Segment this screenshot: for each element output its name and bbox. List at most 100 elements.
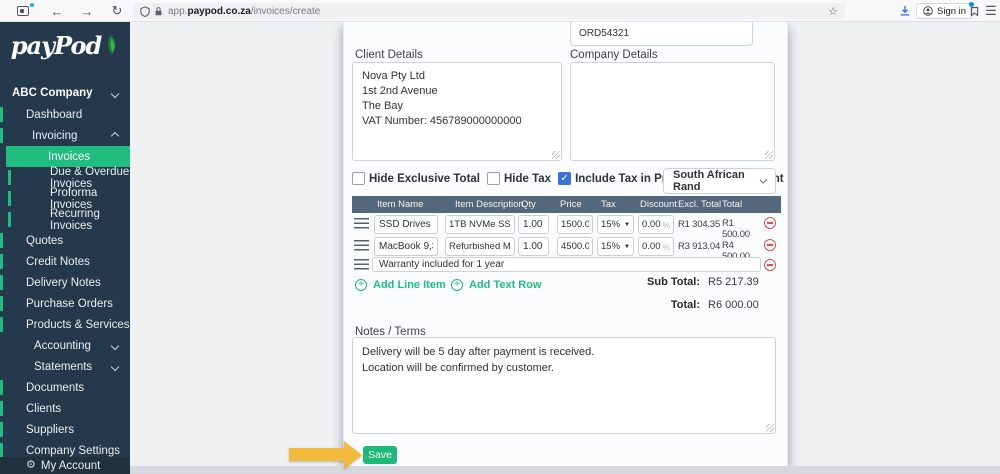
total-value: R1 500.00 <box>722 218 750 240</box>
sidebar: payPod ABC Company Dashboard Invoicing I… <box>0 22 130 474</box>
option-hide-tax: ✓ Hide Tax <box>487 172 551 185</box>
downloads-icon[interactable] <box>896 0 914 22</box>
sidebar-item-proforma-invoices[interactable]: Proforma Invoices <box>0 187 130 211</box>
sign-in-button[interactable]: Sign in <box>916 2 975 19</box>
drag-handle-icon[interactable] <box>354 218 369 231</box>
account-icon <box>923 6 933 16</box>
url-domain: paypod.co.za <box>187 5 251 17</box>
notification-dot <box>969 2 975 7</box>
sidebar-item-quotes[interactable]: Quotes <box>0 230 130 251</box>
price-input[interactable] <box>557 215 593 234</box>
leaf-icon <box>102 33 119 57</box>
sidebar-item-invoicing[interactable]: Invoicing <box>0 125 130 146</box>
drag-handle-icon[interactable] <box>354 259 369 272</box>
remove-row-icon[interactable] <box>764 259 776 271</box>
menu-icon[interactable]: ☰ <box>985 3 997 18</box>
sign-in-label: Sign in <box>937 5 967 17</box>
url-path: /invoices/create <box>250 5 321 17</box>
tax-select[interactable]: 15% ▼ <box>597 237 634 256</box>
remove-row-icon[interactable] <box>764 239 776 251</box>
app-logo[interactable]: payPod <box>0 26 130 64</box>
sidebar-item-recurring-invoices[interactable]: Recurring Invoices <box>0 208 130 232</box>
client-details-label: Client Details <box>355 49 423 61</box>
item-name-input[interactable] <box>374 215 438 234</box>
notes-terms-field: Delivery will be 5 day after payment is … <box>352 337 776 434</box>
sidebar-item-my-account[interactable]: ⚙ My Account <box>0 457 130 474</box>
back-icon[interactable]: ← <box>50 3 64 19</box>
company-selector[interactable]: ABC Company <box>0 84 130 102</box>
gear-icon: ⚙ <box>26 459 36 471</box>
sidebar-item-due-overdue-invoices[interactable]: Due & Overdue Invoices <box>0 166 130 190</box>
notification-dot <box>30 3 34 7</box>
url-text: app.paypod.co.za/invoices/create <box>168 6 320 17</box>
dropdown-arrow-icon: ▼ <box>624 221 630 228</box>
notes-terms-label: Notes / Terms <box>355 326 426 338</box>
currency-select[interactable]: South African Rand <box>663 168 776 194</box>
plus-circle-icon: + <box>355 279 367 291</box>
currency-value: South African Rand <box>673 169 745 193</box>
reload-icon[interactable]: ↻ <box>111 3 123 18</box>
sidebar-item-clients[interactable]: Clients <box>0 398 130 419</box>
forward-icon[interactable]: → <box>80 3 94 19</box>
add-line-item-button[interactable]: + Add Line Item <box>355 279 446 291</box>
sidebar-item-company-settings[interactable]: Company Settings <box>0 440 130 461</box>
sidebar-nav: Dashboard Invoicing Invoices Due & Overd… <box>0 104 130 474</box>
chevron-down-icon <box>110 362 120 372</box>
logo-text: payPod <box>10 30 102 60</box>
company-details-field <box>570 62 775 161</box>
sidebar-item-dashboard[interactable]: Dashboard <box>0 104 130 125</box>
sidebar-item-suppliers[interactable]: Suppliers <box>0 419 130 440</box>
sidebar-item-credit-notes[interactable]: Credit Notes <box>0 251 130 272</box>
option-include-tax-in-price: ✓ Include Tax in Price <box>558 172 682 185</box>
save-button[interactable]: Save <box>363 446 397 464</box>
add-text-row-button[interactable]: + Add Text Row <box>451 279 542 291</box>
total-label: Total: <box>670 299 700 311</box>
sidebar-item-documents[interactable]: Documents <box>0 377 130 398</box>
sidebar-item-statements[interactable]: Statements <box>0 356 130 377</box>
sidebar-item-products-services[interactable]: Products & Services <box>0 314 130 335</box>
notes-terms-textarea[interactable]: Delivery will be 5 day after payment is … <box>352 337 776 434</box>
company-name: ABC Company <box>12 87 93 99</box>
line-items-header: Item Name Item Description Qty Price Tax… <box>352 196 781 213</box>
company-details-label: Company Details <box>570 49 658 61</box>
price-input[interactable] <box>557 237 593 256</box>
drag-handle-icon[interactable] <box>354 240 369 253</box>
item-name-input[interactable] <box>374 237 438 256</box>
sidebar-item-delivery-notes[interactable]: Delivery Notes <box>0 272 130 293</box>
excl-total-value: R1 304.35 <box>678 219 721 230</box>
remove-row-icon[interactable] <box>764 217 776 229</box>
item-description-input[interactable] <box>445 215 515 234</box>
discount-input[interactable]: 0.00% <box>638 237 674 256</box>
chevron-down-icon <box>110 341 120 351</box>
include-tax-in-price-checkbox[interactable]: ✓ <box>558 172 572 185</box>
client-details-textarea[interactable]: Nova Pty Ltd 1st 2nd Avenue The Bay VAT … <box>352 62 562 161</box>
sub-total-label: Sub Total: <box>647 276 700 288</box>
chevron-down-icon <box>110 89 120 99</box>
item-description-input[interactable] <box>445 237 515 256</box>
text-row-input[interactable] <box>372 257 761 272</box>
client-details-field: Nova Pty Ltd 1st 2nd Avenue The Bay VAT … <box>352 62 562 161</box>
hide-tax-checkbox[interactable]: ✓ <box>487 172 500 185</box>
dropdown-arrow-icon: ▼ <box>624 243 630 250</box>
browser-toolbar: ← → ↻ app.paypod.co.za/invoices/create ☆… <box>0 0 1000 22</box>
qty-input[interactable] <box>518 237 549 256</box>
percent-suffix: % <box>662 219 670 230</box>
address-bar[interactable]: app.paypod.co.za/invoices/create ☆ <box>133 3 845 19</box>
company-details-textarea[interactable] <box>570 62 775 161</box>
tax-select[interactable]: 15% ▼ <box>597 215 634 234</box>
shield-icon[interactable] <box>140 5 150 17</box>
lock-icon[interactable] <box>154 6 163 17</box>
plus-circle-icon: + <box>451 279 463 291</box>
url-subdomain: app. <box>168 5 188 17</box>
bookmark-star-icon[interactable]: ☆ <box>828 5 838 18</box>
extensions-icon[interactable] <box>966 0 982 22</box>
option-hide-exclusive-total: ✓ Hide Exclusive Total <box>352 172 480 185</box>
sidebar-item-invoices[interactable]: Invoices <box>6 146 130 167</box>
order-reference-input[interactable] <box>570 20 753 46</box>
discount-input[interactable]: 0.00% <box>638 215 674 234</box>
qty-input[interactable] <box>518 215 549 234</box>
sidebar-item-accounting[interactable]: Accounting <box>0 335 130 356</box>
sidebar-item-purchase-orders[interactable]: Purchase Orders <box>0 293 130 314</box>
hide-exclusive-total-checkbox[interactable]: ✓ <box>352 172 365 185</box>
firefox-view-icon[interactable] <box>14 0 34 22</box>
